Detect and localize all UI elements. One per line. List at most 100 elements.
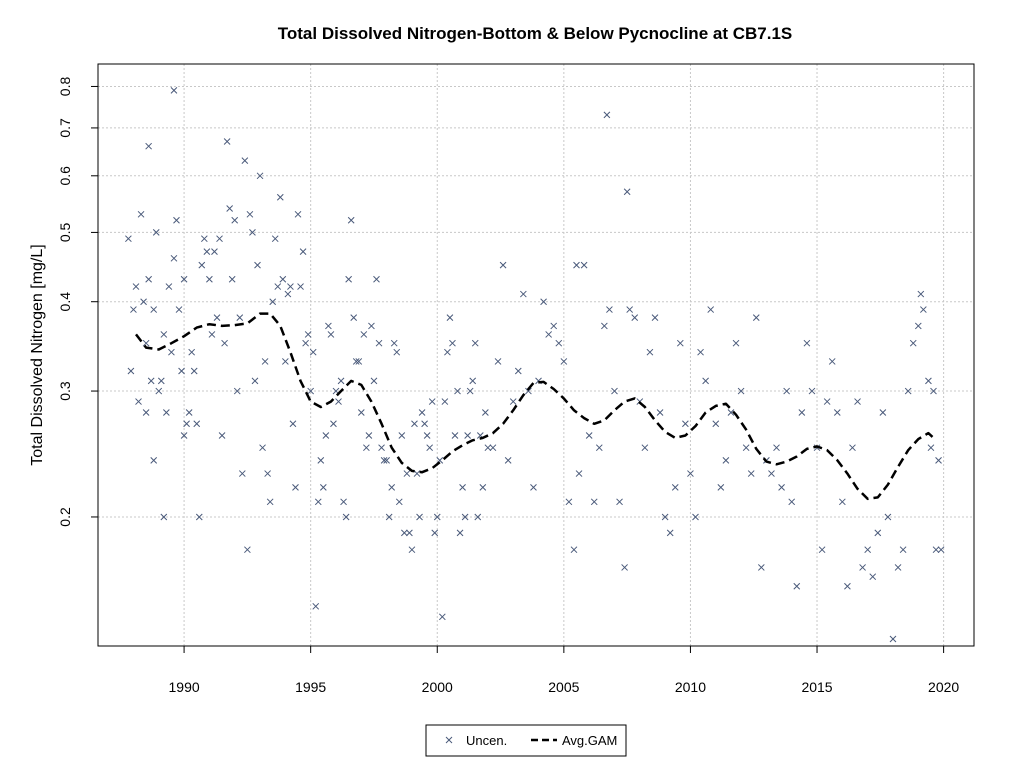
data-point [287, 283, 294, 290]
data-point-stroke [408, 546, 416, 554]
data-point-stroke [200, 235, 208, 243]
data-point-stroke [289, 420, 297, 428]
data-point [722, 456, 730, 464]
data-point [249, 229, 256, 236]
data-point [231, 216, 239, 224]
data-point [130, 306, 137, 313]
data-point-stroke [451, 432, 459, 439]
data-point [269, 298, 277, 306]
data-point [590, 498, 598, 506]
data-point-stroke [259, 444, 266, 452]
data-point [418, 409, 426, 416]
data-point [408, 546, 416, 554]
data-point [687, 470, 694, 477]
data-point [173, 216, 180, 224]
data-point [206, 275, 213, 283]
data-point-stroke [823, 398, 831, 405]
data-point-stroke [449, 339, 456, 347]
data-point-stroke [190, 367, 198, 375]
data-point-stroke [590, 498, 598, 506]
data-point [793, 582, 801, 590]
data-point-stroke [651, 314, 659, 321]
y-tick-label: 0.7 [57, 118, 73, 138]
data-point-stroke [732, 339, 740, 347]
data-point [727, 409, 735, 416]
data-point-stroke [317, 456, 325, 464]
data-point-stroke [932, 546, 940, 554]
legend-label-uncen: Uncen. [466, 733, 507, 748]
data-point-stroke [180, 275, 188, 283]
data-point-stroke [335, 398, 342, 405]
data-point [932, 546, 940, 554]
data-point-stroke [345, 275, 353, 283]
data-point [864, 546, 872, 554]
data-point-stroke [398, 432, 406, 439]
data-point-stroke [494, 358, 502, 365]
data-point [302, 339, 309, 347]
data-point [284, 290, 292, 298]
data-point [474, 513, 482, 521]
data-point-stroke [249, 229, 256, 236]
data-point [732, 339, 740, 347]
data-point [917, 290, 925, 298]
data-point [236, 314, 244, 321]
data-point [565, 498, 573, 506]
data-point-stroke [421, 420, 428, 428]
data-point-stroke [833, 409, 841, 416]
data-point-stroke [444, 348, 451, 356]
data-point-stroke [482, 409, 489, 416]
data-point-stroke [692, 513, 699, 521]
data-point-stroke [682, 420, 689, 428]
data-point [585, 432, 593, 439]
data-point-stroke [757, 564, 765, 571]
data-point-stroke [459, 484, 466, 491]
data-point [849, 444, 856, 452]
data-point-stroke [838, 498, 846, 506]
data-point [251, 377, 259, 385]
data-point-stroke [185, 409, 193, 416]
data-point-stroke [238, 470, 246, 477]
data-point-stroke [476, 432, 484, 439]
data-point [466, 387, 474, 395]
data-point-stroke [355, 358, 363, 365]
data-point-stroke [580, 261, 588, 269]
data-point-stroke [160, 331, 168, 338]
data-point [671, 484, 679, 491]
data-point [337, 377, 345, 385]
data-point [666, 529, 674, 537]
data-point [145, 142, 152, 150]
data-point-stroke [570, 546, 578, 554]
data-point-stroke [573, 261, 580, 269]
data-point-stroke [899, 546, 907, 554]
data-point-stroke [370, 377, 378, 385]
data-point [294, 210, 302, 218]
data-point [137, 210, 145, 218]
data-point [370, 377, 378, 385]
data-point [165, 283, 173, 290]
data-point [264, 470, 271, 477]
data-point [335, 398, 342, 405]
x-tick-label: 1995 [295, 679, 326, 695]
data-point [818, 546, 826, 554]
data-point-stroke [218, 432, 226, 439]
data-point-stroke [390, 339, 398, 347]
data-point-stroke [327, 331, 335, 338]
data-point [327, 331, 335, 338]
data-point-stroke [269, 298, 277, 306]
data-point-stroke [145, 142, 152, 150]
data-point [449, 339, 456, 347]
data-point [884, 513, 892, 521]
data-point [651, 314, 659, 321]
data-point-stroke [697, 348, 704, 356]
data-point-stroke [803, 339, 811, 347]
data-point [168, 348, 175, 356]
data-point-stroke [241, 157, 249, 164]
data-point [823, 398, 831, 405]
data-point [127, 367, 135, 375]
data-point-stroke [299, 248, 307, 255]
gam-line [135, 312, 935, 501]
data-point-stroke [274, 283, 282, 290]
data-point [808, 387, 816, 395]
data-point [213, 314, 221, 321]
data-point-stroke [319, 484, 327, 491]
